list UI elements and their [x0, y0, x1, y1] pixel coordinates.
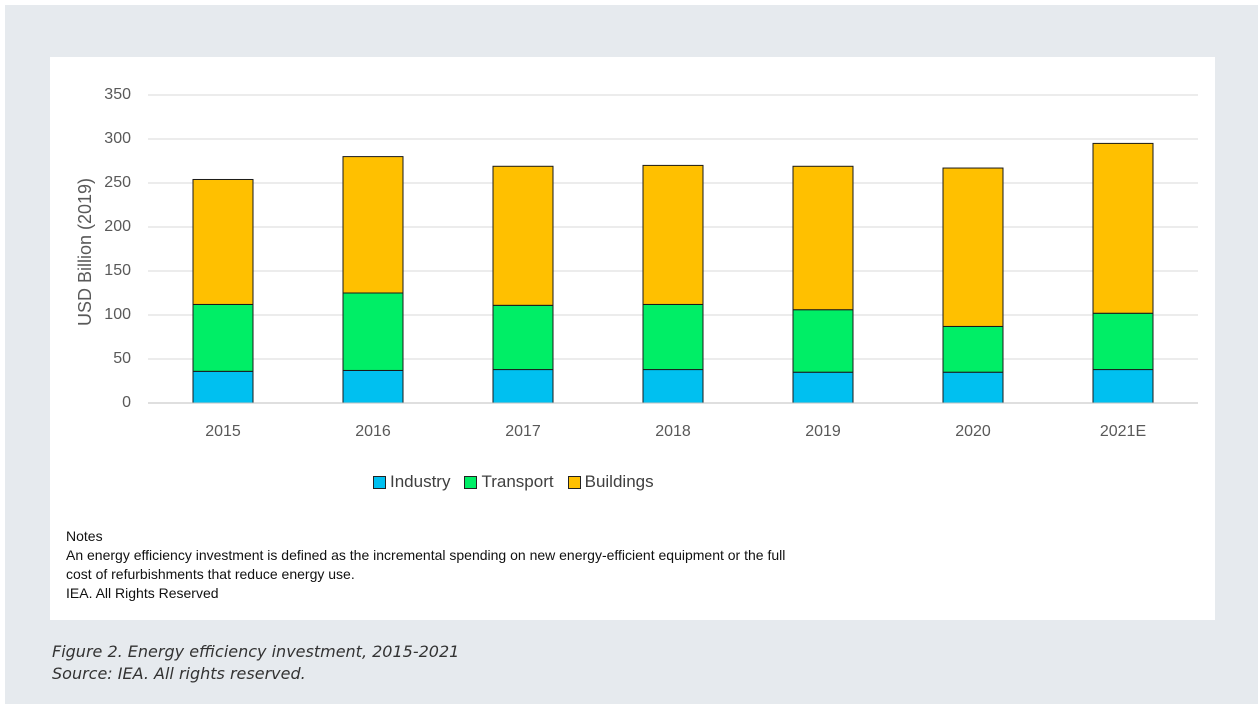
x-tick-label: 2020 [955, 423, 991, 440]
notes-line-2: cost of refurbishments that reduce energ… [66, 566, 355, 582]
chart-notes: Notes An energy efficiency investment is… [66, 527, 966, 603]
bar-buildings-2018 [642, 164, 704, 305]
x-tick-label: 2016 [355, 423, 391, 440]
legend-swatch-buildings [567, 475, 581, 489]
notes-heading: Notes [66, 528, 103, 544]
legend-swatch-transport [464, 475, 478, 489]
x-tick-labels: 2015 2016 2017 2018 2019 2020 2021E [205, 423, 1146, 440]
x-tick-label: 2018 [655, 423, 691, 440]
bar-transport-2017 [492, 304, 554, 371]
bar-transport-2015 [192, 303, 254, 372]
x-tick-label: 2015 [205, 423, 241, 440]
legend-item-industry: Industry [373, 472, 450, 492]
legend-label-industry: Industry [390, 472, 451, 491]
x-tick-label: 2019 [805, 423, 841, 440]
bar-transport-2020 [942, 325, 1004, 373]
y-tick-label: 0 [122, 394, 131, 411]
legend-label-transport: Transport [481, 472, 554, 491]
legend: Industry Transport Buildings [373, 472, 654, 492]
y-tick-label: 50 [113, 350, 131, 367]
legend-item-buildings: Buildings [567, 472, 654, 492]
bar-buildings-2019 [792, 165, 854, 311]
y-tick-label: 300 [104, 130, 131, 147]
bar-industry-2018 [642, 369, 704, 404]
notes-line-1: An energy efficiency investment is defin… [66, 547, 786, 563]
bar-industry-2019 [792, 371, 854, 404]
caption-source: Source: IEA. All rights reserved. [52, 664, 306, 683]
y-tick-labels: 0 50 100 150 200 250 300 350 [104, 86, 131, 411]
bars [192, 142, 1154, 404]
bar-buildings-2020 [942, 167, 1004, 327]
bar-buildings-2015 [192, 178, 254, 305]
bar-transport-2019 [792, 309, 854, 373]
legend-item-transport: Transport [464, 472, 554, 492]
bar-transport-2021e [1092, 312, 1154, 371]
bar-transport-2018 [642, 303, 704, 371]
bar-industry-2021e [1092, 369, 1154, 404]
y-tick-label: 200 [104, 218, 131, 235]
y-tick-label: 150 [104, 262, 131, 279]
bar-industry-2016 [342, 369, 404, 404]
bar-transport-2016 [342, 292, 404, 371]
legend-label-buildings: Buildings [584, 472, 654, 491]
x-tick-label: 2017 [505, 423, 541, 440]
figure-caption: Figure 2. Energy efficiency investment, … [52, 641, 459, 685]
bar-buildings-2021e [1092, 142, 1154, 314]
y-axis-label: USD Billion (2019) [75, 178, 95, 326]
bar-industry-2017 [492, 369, 554, 404]
y-tick-label: 250 [104, 174, 131, 191]
bar-industry-2015 [192, 370, 254, 404]
bar-buildings-2017 [492, 165, 554, 306]
bar-industry-2020 [942, 371, 1004, 404]
notes-rights: IEA. All Rights Reserved [66, 585, 219, 601]
x-tick-label: 2021E [1100, 423, 1146, 440]
bar-buildings-2016 [342, 156, 404, 294]
y-tick-label: 100 [104, 306, 131, 323]
y-tick-label: 350 [104, 86, 131, 103]
legend-swatch-industry [373, 475, 386, 489]
caption-title: Figure 2. Energy efficiency investment, … [52, 642, 460, 661]
